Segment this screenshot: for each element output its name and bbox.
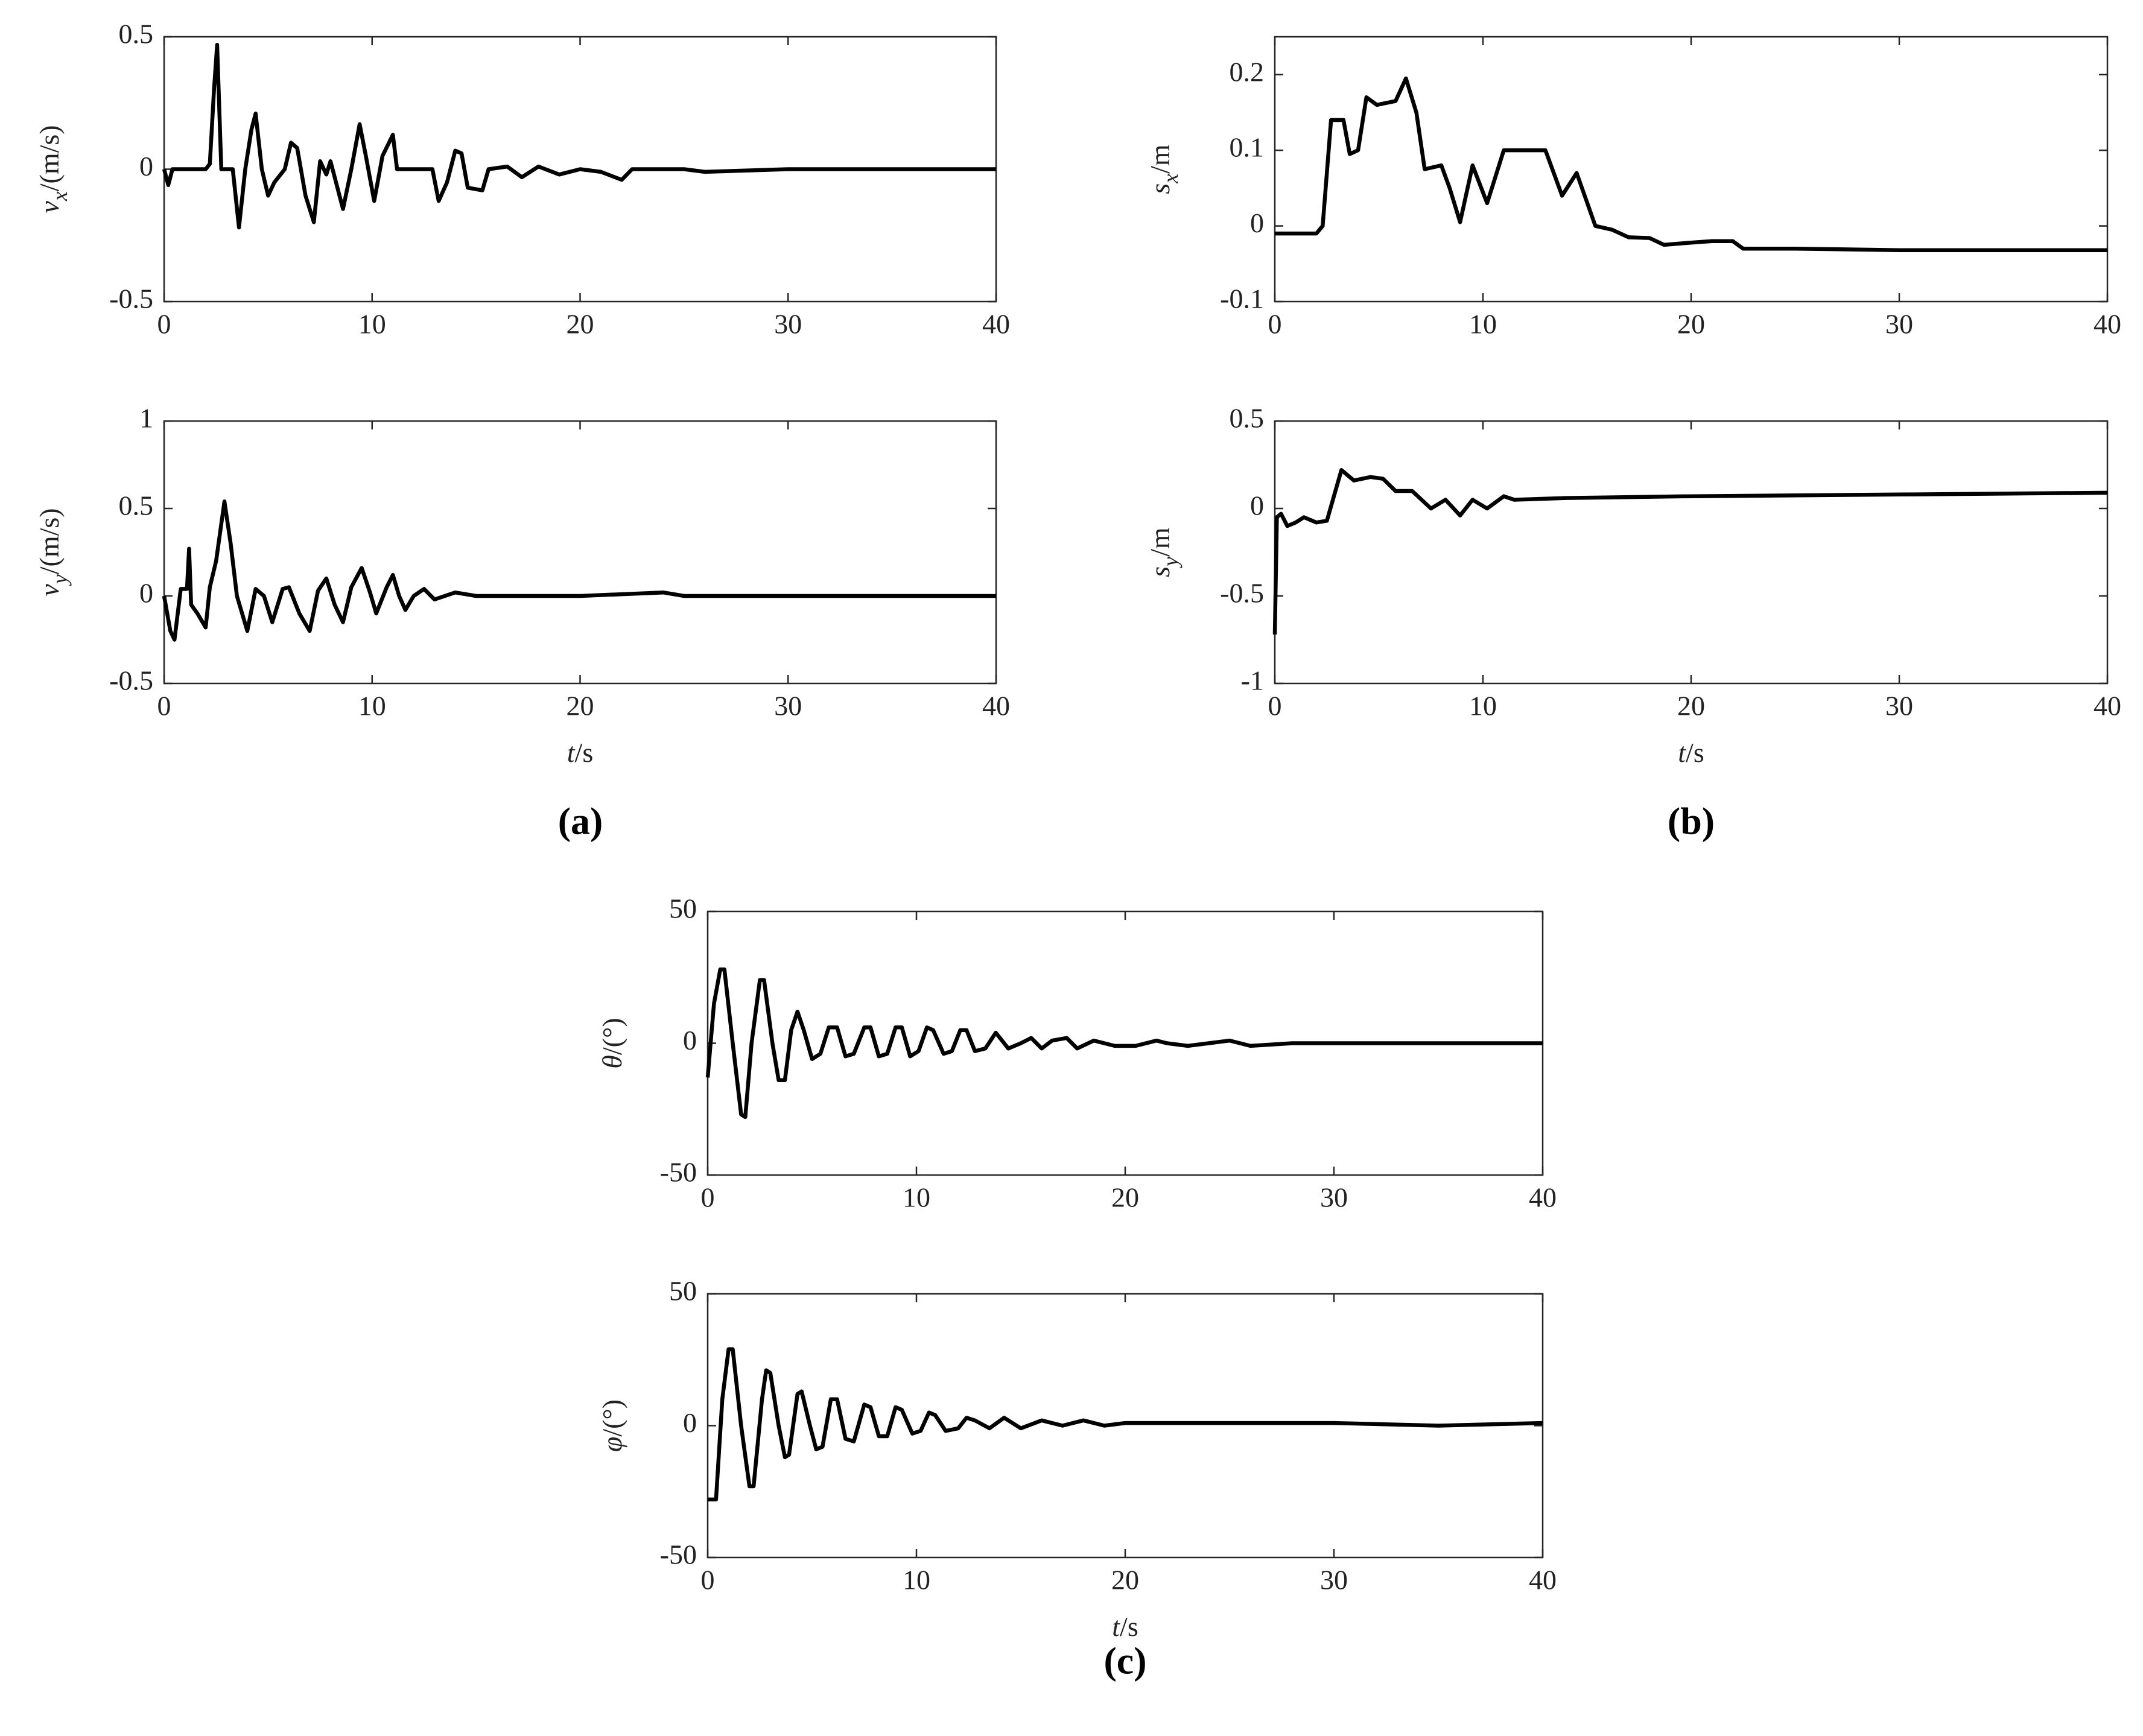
y-tick-label: -50 [660, 1539, 697, 1570]
data-line [162, 42, 996, 230]
x-tick-label: 40 [1529, 1565, 1557, 1595]
axes-box [1274, 36, 2109, 303]
y-tick-label: -1 [1241, 665, 1264, 696]
label-symbol: t [567, 737, 576, 768]
data-line [705, 967, 1543, 1120]
x-tick-label: 0 [157, 691, 171, 721]
x-tick-label: 30 [1320, 1182, 1348, 1213]
label-symbol: θ [597, 1055, 627, 1069]
x-tick-label: 10 [903, 1182, 930, 1213]
y-tick-label: 0.5 [1230, 403, 1265, 434]
label-unit: /s [1686, 737, 1704, 768]
label-symbol: s [1145, 566, 1175, 577]
x-tick-label: 0 [701, 1182, 715, 1213]
y-tick-label: 0 [1250, 490, 1264, 521]
x-tick-label: 40 [1529, 1182, 1557, 1213]
x-tick-label: 0 [1268, 309, 1282, 340]
x-tick-label: 30 [774, 309, 802, 340]
data-line [162, 499, 996, 642]
label-symbol: φ [597, 1437, 627, 1452]
label-symbol: t [1112, 1611, 1120, 1642]
x-tick-label: 10 [358, 309, 386, 340]
x-tick-label: 10 [358, 691, 386, 721]
y-tick-label: 0 [683, 1025, 697, 1056]
axes-box [1274, 420, 2109, 685]
label-unit: /(m/s) [34, 508, 65, 574]
x-tick-label: 10 [1469, 691, 1497, 721]
panel-label: (c) [1103, 1639, 1146, 1682]
x-tick-label: 20 [1677, 691, 1705, 721]
y-axis-label: θ/(°) [597, 1018, 627, 1068]
y-tick-label: -50 [660, 1157, 697, 1188]
label-symbol: v [34, 584, 65, 597]
x-axis-label: t/s [1678, 737, 1704, 768]
label-subscript: x [1158, 174, 1183, 184]
label-subscript: x [48, 191, 72, 201]
y-tick-label: -0.5 [109, 665, 153, 696]
x-tick-label: 20 [567, 309, 594, 340]
panel-label: (b) [1668, 800, 1715, 843]
x-tick-label: 40 [982, 691, 1010, 721]
x-tick-label: 20 [1677, 309, 1705, 340]
panel-label: (a) [558, 800, 603, 843]
label-symbol: t [1678, 737, 1686, 768]
label-unit: /(°) [597, 1399, 627, 1437]
y-tick-label: -0.1 [1220, 284, 1264, 314]
label-unit: /m [1145, 527, 1175, 557]
y-tick-label: 0.5 [119, 19, 154, 49]
y-tick-label: -0.5 [1220, 578, 1264, 609]
label-unit: /s [1120, 1611, 1138, 1642]
x-tick-label: 30 [774, 691, 802, 721]
y-tick-label: 0.2 [1230, 56, 1265, 87]
x-tick-label: 0 [701, 1565, 715, 1595]
x-tick-label: 30 [1320, 1565, 1348, 1595]
y-axis-label: vx/(m/s) [34, 125, 72, 213]
y-axis-label: vy/(m/s) [34, 508, 72, 596]
x-tick-label: 0 [157, 309, 171, 340]
label-unit: /(°) [597, 1018, 627, 1055]
x-tick-label: 40 [2094, 309, 2121, 340]
x-tick-label: 10 [1469, 309, 1497, 340]
label-subscript: y [1158, 557, 1183, 568]
x-tick-label: 40 [982, 309, 1010, 340]
y-axis-label: sx/m [1145, 144, 1183, 194]
x-tick-label: 10 [903, 1565, 930, 1595]
data-line [1272, 467, 2108, 635]
y-axis-label: φ/(°) [597, 1399, 627, 1452]
y-tick-label: 50 [669, 1276, 697, 1307]
y-tick-label: 0 [1250, 207, 1264, 238]
data-line [1275, 76, 2107, 252]
y-tick-label: 0 [683, 1407, 697, 1438]
y-tick-label: 0 [139, 578, 153, 609]
y-tick-label: 0.1 [1230, 132, 1265, 163]
data-line [708, 1347, 1543, 1502]
y-tick-label: 50 [669, 893, 697, 924]
y-tick-label: 0 [139, 151, 153, 182]
y-tick-label: -0.5 [109, 284, 153, 314]
x-tick-label: 20 [567, 691, 594, 721]
x-tick-label: 20 [1111, 1182, 1139, 1213]
label-unit: /(m/s) [34, 125, 65, 191]
label-symbol: s [1145, 183, 1175, 194]
x-axis-label: t/s [567, 737, 593, 768]
label-unit: /s [575, 737, 594, 768]
y-axis-label: sy/m [1145, 527, 1183, 577]
y-tick-label: 0.5 [119, 490, 154, 521]
x-tick-label: 30 [1885, 309, 1913, 340]
x-tick-label: 40 [2094, 691, 2121, 721]
y-tick-label: 1 [139, 403, 153, 434]
x-axis-label: t/s [1112, 1611, 1138, 1642]
axes-box [163, 420, 997, 685]
label-symbol: v [34, 201, 65, 214]
label-unit: /m [1145, 144, 1175, 174]
label-subscript: y [48, 574, 72, 586]
x-tick-label: 0 [1268, 691, 1282, 721]
x-tick-label: 20 [1111, 1565, 1139, 1595]
x-tick-label: 30 [1885, 691, 1913, 721]
